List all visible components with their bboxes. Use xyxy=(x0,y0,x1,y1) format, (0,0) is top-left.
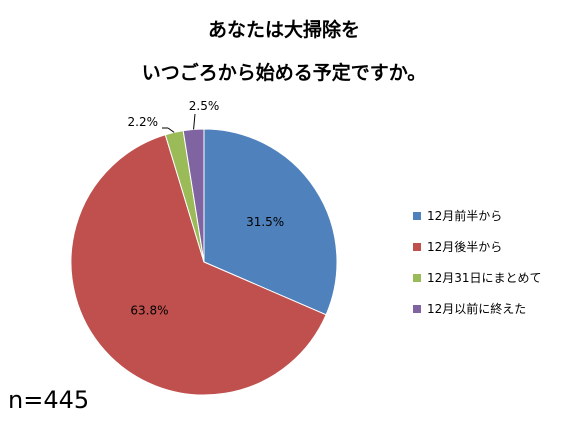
pie-slice-second-half xyxy=(70,134,327,396)
legend-item-first-half: 12月前半から xyxy=(413,208,542,223)
pie-slice-first-half xyxy=(203,128,338,316)
data-label-first-half: 31.5% xyxy=(246,215,284,229)
data-label-second-half: 63.8% xyxy=(130,304,168,318)
legend-swatch-before-dec xyxy=(413,304,421,313)
leader-line-before-dec xyxy=(193,113,196,130)
legend-item-second-half: 12月後半から xyxy=(413,239,542,254)
chart-title-line-2: いつごろから始める予定ですか。 xyxy=(141,62,427,84)
chart-title-line-1: あなたは大掃除を xyxy=(207,19,360,41)
legend-label-before-dec: 12月以前に終えた xyxy=(427,302,527,316)
legend-swatch-second-half xyxy=(413,242,421,251)
data-label-before-dec: 2.5% xyxy=(189,99,220,113)
leader-line-dec-31 xyxy=(167,127,175,133)
sample-size-note: n=445 xyxy=(8,386,90,414)
legend-label-first-half: 12月前半から xyxy=(427,209,503,223)
legend-swatch-first-half xyxy=(413,211,421,220)
data-label-dec-31: 2.2% xyxy=(128,115,159,129)
legend-label-second-half: 12月後半から xyxy=(427,240,503,254)
legend-item-dec-31: 12月31日にまとめて xyxy=(413,270,542,285)
legend-item-before-dec: 12月以前に終えた xyxy=(413,301,542,316)
legend-label-dec-31: 12月31日にまとめて xyxy=(427,271,542,285)
legend: 12月前半から 12月後半から 12月31日にまとめて 12月以前に終えた xyxy=(413,208,542,332)
legend-swatch-dec-31 xyxy=(413,273,421,282)
